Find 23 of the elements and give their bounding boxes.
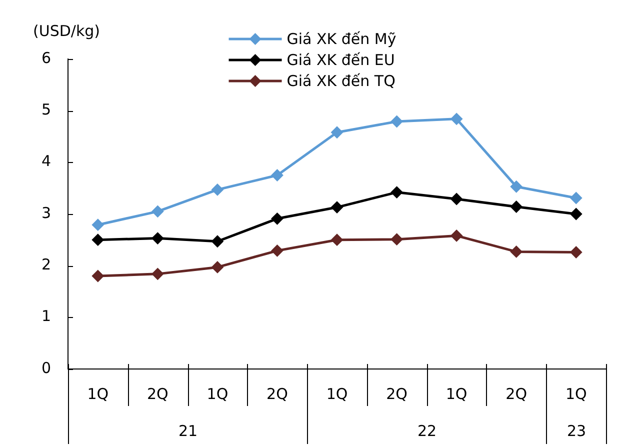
y-tick-label: 0 [41, 358, 51, 377]
x-tick-label: 1Q [326, 384, 348, 403]
legend-label: Giá XK đến TQ [286, 72, 396, 90]
y-tick-label: 6 [41, 48, 51, 67]
x-tick-label: 2Q [386, 384, 408, 403]
text: 23 [566, 422, 586, 440]
legend-label: Giá XK đến EU [286, 50, 395, 69]
text: 22 [417, 422, 437, 440]
y-tick-label: 5 [41, 100, 51, 119]
x-tick-label: 2Q [506, 384, 528, 403]
text: 21 [178, 422, 198, 440]
legend-label: Giá XK đến Mỹ [286, 30, 396, 48]
y-tick-label: 4 [41, 152, 51, 170]
x-tick-label: 2Q [266, 384, 288, 403]
y-tick-label: 1 [41, 307, 51, 326]
x-tick-label: 1Q [446, 384, 468, 403]
x-tick-label: 1Q [565, 384, 587, 403]
x-tick-label: 1Q [206, 384, 228, 403]
x-tick-label: 2Q [146, 384, 168, 403]
y-tick-label: 2 [41, 256, 51, 274]
y-axis-title: (USD/kg) [33, 22, 100, 40]
x-tick-label: 1Q [87, 384, 109, 403]
y-tick-label: 3 [41, 204, 51, 222]
